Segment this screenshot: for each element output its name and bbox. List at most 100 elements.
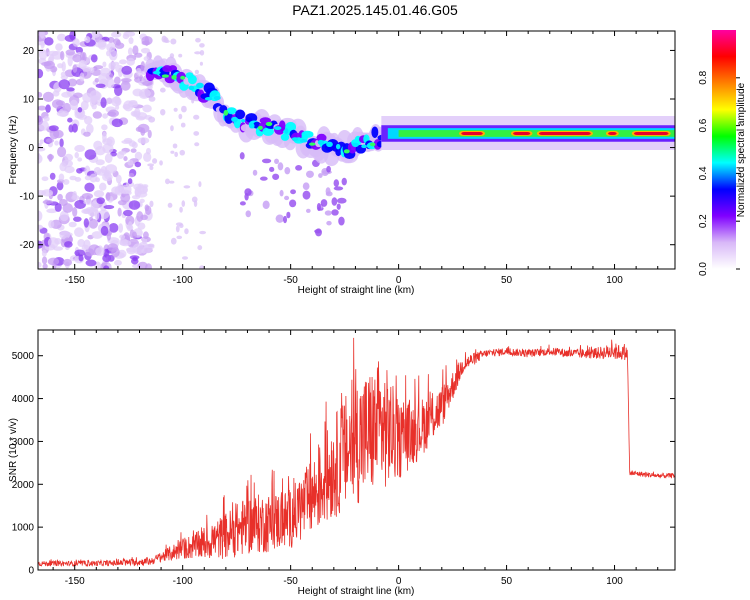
x-tick-label: -50: [283, 275, 298, 286]
stray-blob: [252, 169, 258, 176]
x-tick-label: 50: [501, 576, 513, 587]
stray-blob: [306, 170, 314, 178]
noise-speckle: [102, 138, 113, 145]
noise-speckle: [57, 193, 63, 201]
noise-speckle: [61, 159, 73, 168]
colorbar-tick-label: 0.0: [698, 262, 709, 276]
noise-speckle: [60, 50, 65, 61]
noise-speckle: [69, 175, 77, 181]
ridge-blob: [335, 148, 342, 157]
noise-speckle: [176, 235, 183, 240]
noise-speckle: [126, 57, 135, 66]
snr-xlabel: Height of straight line (km): [298, 586, 415, 597]
ridge-blob: [226, 107, 237, 115]
noise-speckle: [181, 256, 189, 260]
noise-speckle: [77, 107, 83, 113]
noise-speckle: [72, 38, 80, 47]
noise-speckle: [89, 90, 101, 101]
noise-speckle: [96, 197, 105, 205]
ridge-core: [326, 141, 333, 148]
colorbar-ticks: 0.0 0.2 0.4 0.6 0.8: [698, 70, 740, 276]
noise-speckle: [55, 43, 63, 51]
ridge-core: [352, 142, 359, 147]
y-tick-label: 5000: [12, 351, 35, 362]
noise-speckle: [180, 122, 186, 128]
noise-speckle: [147, 243, 155, 248]
stray-blob: [331, 209, 339, 216]
noise-speckle: [174, 151, 179, 158]
y-tick-label: 0: [28, 143, 34, 154]
noise-speckle: [61, 61, 66, 72]
stray-blob: [341, 177, 347, 186]
noise-speckle: [178, 113, 183, 120]
noise-speckle: [43, 116, 50, 122]
colorbar-bar: [712, 30, 736, 269]
noise-speckle: [78, 254, 84, 262]
noise-speckle: [59, 210, 69, 222]
noise-speckle: [97, 39, 107, 50]
noise-speckle: [134, 151, 143, 161]
noise-speckle: [67, 78, 78, 87]
noise-speckle: [41, 176, 49, 182]
noise-speckle: [132, 45, 139, 56]
noise-speckle: [142, 80, 153, 86]
stray-blob: [272, 173, 280, 180]
noise-speckle: [119, 238, 128, 246]
noise-speckle: [71, 123, 78, 133]
noise-speckle: [47, 237, 59, 248]
noise-speckle: [127, 178, 133, 185]
ridge-core: [171, 74, 177, 80]
noise-speckle: [147, 129, 152, 139]
noise-speckle: [195, 37, 201, 43]
noise-speckle: [181, 105, 187, 113]
noise-speckle: [130, 148, 137, 153]
ridge-core: [299, 139, 308, 143]
noise-speckle: [136, 70, 144, 76]
noise-speckle: [62, 258, 73, 267]
noise-speckle: [183, 185, 191, 189]
noise-speckle: [75, 46, 84, 54]
colorbar: 0.0 0.2 0.4 0.6 0.8 Normalized spectral ampl…: [698, 30, 747, 276]
noise-speckle: [89, 67, 95, 74]
noise-speckle: [159, 87, 166, 93]
noise-speckle: [136, 112, 148, 120]
noise-speckle: [117, 249, 127, 258]
noise-speckle: [38, 146, 46, 152]
noise-speckle: [132, 243, 145, 255]
stray-blob: [261, 158, 272, 164]
noise-speckle: [127, 221, 133, 231]
colorbar-label: Normalized spectral amplitude: [736, 82, 747, 217]
noise-speckle: [168, 180, 175, 184]
stray-blob: [302, 182, 310, 191]
noise-speckle: [58, 79, 70, 90]
noise-speckle: [139, 198, 145, 204]
noise-speckle: [128, 37, 134, 45]
noise-speckle: [41, 189, 54, 197]
ridge-blob: [235, 109, 246, 120]
noise-speckle: [117, 207, 122, 217]
stray-blob: [245, 210, 252, 218]
stray-blob: [262, 200, 270, 209]
stray-blob: [279, 189, 284, 197]
noise-speckle: [123, 209, 133, 217]
noise-speckle: [199, 265, 205, 269]
noise-speckle: [173, 107, 178, 112]
noise-speckle: [107, 243, 119, 252]
band-peak: [461, 132, 483, 135]
noise-speckle: [74, 144, 85, 153]
noise-speckle: [77, 239, 86, 248]
noise-speckle: [48, 125, 59, 132]
noise-speckle: [95, 177, 100, 183]
noise-speckle: [114, 259, 122, 266]
noise-speckle: [48, 153, 53, 162]
noise-speckle: [161, 35, 167, 43]
noise-speckle: [48, 220, 55, 229]
noise-speckle: [147, 163, 155, 167]
stray-blob: [289, 199, 297, 208]
stray-blob: [239, 152, 245, 160]
noise-speckle: [193, 114, 200, 120]
noise-speckle: [83, 239, 91, 250]
noise-speckle: [38, 154, 43, 164]
